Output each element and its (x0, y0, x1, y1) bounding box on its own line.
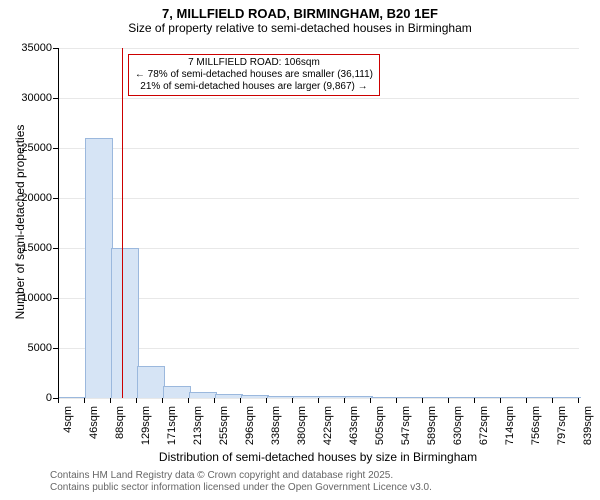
histogram-bar (475, 397, 503, 398)
histogram-bar (345, 396, 373, 398)
x-tick-label: 589sqm (426, 406, 438, 454)
footer-copyright: Contains HM Land Registry data © Crown c… (50, 470, 393, 481)
chart-title-sub: Size of property relative to semi-detach… (0, 21, 600, 39)
histogram-bar (293, 396, 321, 398)
y-tick-label: 15000 (0, 242, 52, 254)
histogram-bar (163, 386, 191, 398)
histogram-bar (267, 396, 295, 399)
gridline (59, 48, 579, 49)
x-tick-mark (318, 398, 319, 403)
y-tick-label: 30000 (0, 92, 52, 104)
x-tick-mark (474, 398, 475, 403)
y-tick-mark (53, 98, 58, 99)
x-tick-mark (448, 398, 449, 403)
histogram-bar (241, 395, 269, 398)
x-tick-label: 672sqm (478, 406, 490, 454)
y-tick-mark (53, 298, 58, 299)
y-tick-label: 35000 (0, 42, 52, 54)
histogram-bar (527, 397, 555, 398)
gridline (59, 98, 579, 99)
annotation-line: ← 78% of semi-detached houses are smalle… (135, 69, 373, 81)
plot-area: 7 MILLFIELD ROAD: 106sqm← 78% of semi-de… (58, 48, 579, 399)
x-tick-mark (552, 398, 553, 403)
x-tick-mark (500, 398, 501, 403)
x-tick-mark (344, 398, 345, 403)
y-tick-mark (53, 248, 58, 249)
annotation-line: 21% of semi-detached houses are larger (… (135, 81, 373, 93)
histogram-bar (111, 248, 139, 398)
x-tick-label: 714sqm (504, 406, 516, 454)
x-tick-label: 505sqm (374, 406, 386, 454)
x-tick-mark (526, 398, 527, 403)
gridline (59, 148, 579, 149)
y-tick-mark (53, 148, 58, 149)
histogram-bar (501, 397, 529, 398)
gridline (59, 198, 579, 199)
y-tick-mark (53, 48, 58, 49)
y-tick-mark (53, 198, 58, 199)
x-tick-mark (292, 398, 293, 403)
x-tick-label: 463sqm (348, 406, 360, 454)
x-tick-label: 4sqm (62, 406, 74, 454)
histogram-bar (59, 397, 87, 399)
x-tick-label: 338sqm (270, 406, 282, 454)
y-tick-label: 10000 (0, 292, 52, 304)
x-tick-mark (110, 398, 111, 403)
y-tick-label: 5000 (0, 342, 52, 354)
x-tick-label: 296sqm (244, 406, 256, 454)
histogram-bar (85, 138, 113, 398)
x-tick-label: 630sqm (452, 406, 464, 454)
reference-line (122, 48, 123, 398)
x-tick-label: 46sqm (88, 406, 100, 454)
y-tick-mark (53, 348, 58, 349)
x-tick-mark (214, 398, 215, 403)
histogram-bar (371, 397, 399, 399)
footer-licence: Contains public sector information licen… (50, 482, 432, 493)
x-tick-label: 380sqm (296, 406, 308, 454)
annotation-line: 7 MILLFIELD ROAD: 106sqm (135, 57, 373, 69)
x-tick-label: 839sqm (582, 406, 594, 454)
x-tick-label: 88sqm (114, 406, 126, 454)
x-tick-label: 129sqm (140, 406, 152, 454)
x-tick-label: 422sqm (322, 406, 334, 454)
histogram-bar (423, 397, 451, 398)
x-tick-mark (84, 398, 85, 403)
x-tick-mark (578, 398, 579, 403)
histogram-bar (449, 397, 477, 398)
x-tick-mark (188, 398, 189, 403)
annotation-box: 7 MILLFIELD ROAD: 106sqm← 78% of semi-de… (128, 54, 380, 96)
y-tick-label: 25000 (0, 142, 52, 154)
chart-container: 7, MILLFIELD ROAD, BIRMINGHAM, B20 1EF S… (0, 0, 600, 500)
x-axis-title: Distribution of semi-detached houses by … (58, 450, 578, 464)
x-tick-label: 171sqm (166, 406, 178, 454)
x-tick-mark (266, 398, 267, 403)
x-tick-mark (162, 398, 163, 403)
histogram-bar (553, 397, 581, 398)
x-tick-mark (58, 398, 59, 403)
x-tick-mark (422, 398, 423, 403)
x-tick-label: 547sqm (400, 406, 412, 454)
histogram-bar (397, 397, 425, 398)
x-tick-label: 756sqm (530, 406, 542, 454)
x-tick-mark (396, 398, 397, 403)
y-tick-label: 20000 (0, 192, 52, 204)
histogram-bar (189, 392, 217, 398)
x-tick-mark (370, 398, 371, 403)
histogram-bar (319, 396, 347, 398)
x-tick-label: 213sqm (192, 406, 204, 454)
gridline (59, 398, 579, 399)
x-tick-label: 797sqm (556, 406, 568, 454)
x-tick-label: 255sqm (218, 406, 230, 454)
x-tick-mark (240, 398, 241, 403)
histogram-bar (215, 394, 243, 398)
x-tick-mark (136, 398, 137, 403)
chart-title-main: 7, MILLFIELD ROAD, BIRMINGHAM, B20 1EF (0, 0, 600, 21)
histogram-bar (137, 366, 165, 398)
y-tick-label: 0 (0, 392, 52, 404)
